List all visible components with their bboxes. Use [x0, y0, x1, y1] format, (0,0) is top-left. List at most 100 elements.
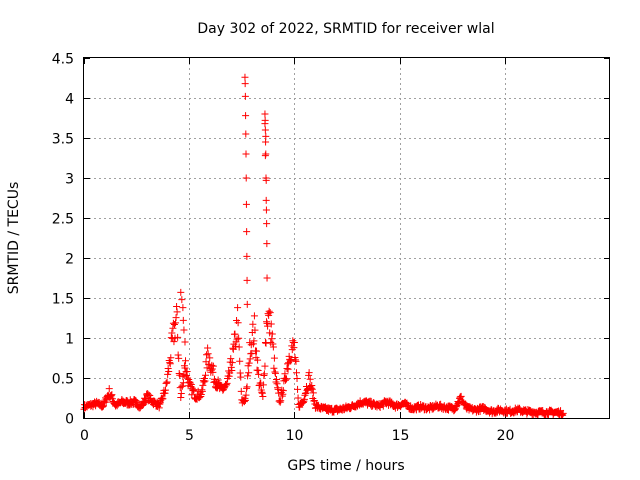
x-tick-label: 10: [286, 428, 304, 444]
data-point: [233, 335, 241, 343]
data-point: [558, 410, 566, 418]
data-point: [158, 394, 166, 402]
data-point: [208, 365, 216, 373]
data-point: [214, 376, 222, 384]
data-point: [559, 409, 567, 417]
data-point: [263, 240, 271, 248]
data-point: [243, 384, 251, 392]
data-point: [243, 228, 251, 236]
x-tick-label: 20: [497, 428, 515, 444]
data-point: [264, 322, 272, 330]
data-point: [263, 220, 271, 228]
data-point: [259, 381, 267, 389]
data-point: [223, 379, 231, 387]
data-point: [172, 319, 180, 327]
data-point: [167, 354, 175, 362]
data-point: [242, 112, 250, 120]
data-point: [292, 357, 300, 365]
data-point: [306, 375, 314, 383]
data-point: [260, 372, 268, 380]
data-point: [182, 357, 190, 365]
data-point: [204, 344, 212, 352]
data-point: [271, 368, 279, 376]
data-point: [181, 338, 189, 346]
data-point: [189, 386, 197, 394]
data-point: [290, 344, 298, 352]
data-point: [276, 398, 284, 406]
data-point: [294, 394, 302, 402]
data-point: [173, 302, 181, 310]
data-point: [310, 396, 318, 404]
data-point: [260, 370, 268, 378]
data-point: [262, 176, 270, 184]
x-axis-label: GPS time / hours: [287, 458, 404, 474]
y-axis-label: SRMTID / TECUs: [6, 182, 22, 295]
data-point: [141, 398, 149, 406]
y-tick-label: 1: [65, 332, 74, 348]
y-tick-label: 1.5: [52, 292, 74, 308]
data-point: [170, 338, 178, 346]
data-point: [132, 397, 140, 405]
data-point: [242, 130, 250, 138]
data-point: [248, 349, 256, 357]
data-point: [168, 329, 176, 337]
data-point: [376, 404, 384, 412]
data-point: [209, 362, 217, 370]
axis-ticks: 0 0.5 1 1.5 2 2.5 3 3.5 4 4.5 0 5 10 15 20: [52, 52, 610, 444]
data-point: [253, 347, 261, 355]
y-tick-label: 3: [65, 172, 74, 188]
data-point: [273, 380, 281, 388]
data-point: [261, 120, 269, 128]
data-point: [263, 274, 271, 282]
data-point: [234, 304, 242, 312]
data-point: [283, 375, 291, 383]
data-point: [241, 396, 249, 404]
data-point: [308, 385, 316, 393]
y-tick-label: 3.5: [52, 132, 74, 148]
data-point: [267, 320, 275, 328]
data-point: [174, 351, 182, 359]
data-point: [310, 397, 318, 405]
data-point: [227, 363, 235, 371]
y-tick-label: 4: [65, 92, 74, 108]
data-point: [236, 357, 244, 365]
data-point: [161, 389, 169, 397]
data-point: [146, 391, 154, 399]
plot-frame: [83, 57, 610, 419]
data-point: [289, 337, 297, 345]
data-point: [228, 366, 236, 374]
data-point: [290, 339, 298, 347]
data-point: [262, 339, 270, 347]
data-point: [250, 312, 258, 320]
y-tick-label: 0: [65, 412, 74, 428]
data-point: [242, 174, 250, 182]
data-point: [179, 316, 187, 324]
y-tick-label: 2: [65, 252, 74, 268]
data-point: [156, 400, 164, 408]
data-point: [261, 362, 269, 370]
data-point: [231, 342, 239, 350]
data-point: [261, 110, 269, 118]
data-point: [243, 300, 251, 308]
data-point: [175, 354, 183, 362]
data-point: [281, 376, 289, 384]
data-point: [251, 326, 259, 334]
data-point: [235, 343, 243, 351]
data-point: [211, 378, 219, 386]
data-point: [274, 384, 282, 392]
data-point: [186, 379, 194, 387]
data-point: [180, 326, 188, 334]
data-point: [201, 377, 209, 385]
data-point: [283, 365, 291, 373]
data-point: [261, 126, 269, 134]
data-point: [166, 359, 174, 367]
data-point: [258, 389, 266, 397]
data-point: [183, 367, 191, 375]
data-point: [178, 296, 186, 304]
data-point: [243, 252, 251, 260]
data-point: [258, 388, 266, 396]
data-point: [263, 318, 271, 326]
data-point: [270, 364, 278, 372]
data-point: [269, 340, 277, 348]
